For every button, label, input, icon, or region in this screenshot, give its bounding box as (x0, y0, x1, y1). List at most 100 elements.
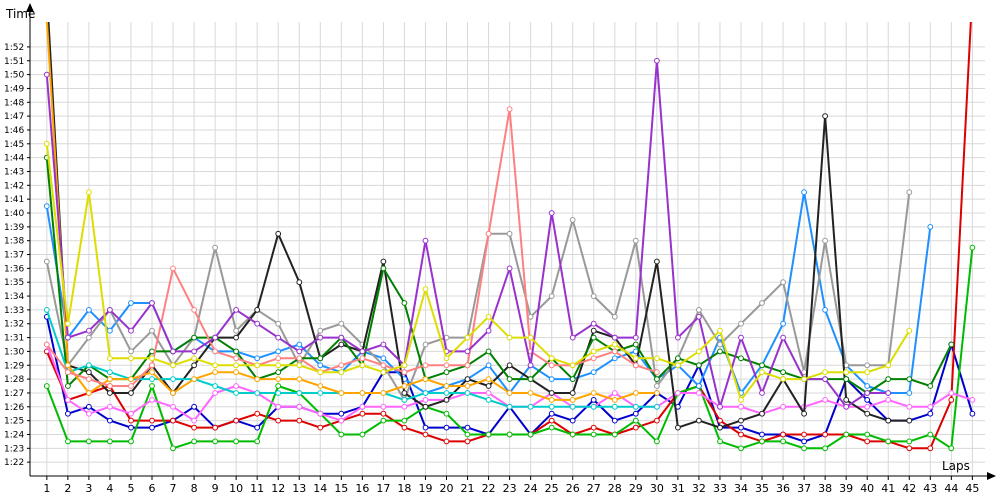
x-tick-label: 15 (334, 482, 348, 495)
data-point (590, 403, 597, 410)
data-point (317, 383, 324, 389)
data-point (632, 417, 639, 424)
data-point (149, 383, 155, 389)
data-point (275, 348, 282, 355)
data-point (485, 362, 492, 369)
data-point (906, 403, 913, 410)
data-point (170, 445, 176, 452)
data-point (443, 362, 450, 369)
data-point (590, 397, 597, 403)
data-point (296, 362, 303, 369)
series-11 (43, 106, 660, 389)
data-point (128, 348, 134, 355)
data-point (822, 369, 828, 376)
data-point (485, 397, 492, 403)
data-point (569, 334, 576, 341)
x-tick-label: 31 (671, 482, 685, 495)
data-point (191, 403, 198, 410)
data-point (632, 341, 639, 348)
data-point (548, 362, 555, 369)
data-point (717, 417, 723, 424)
y-tick-label: 1:23 (4, 444, 24, 454)
data-point (254, 307, 261, 313)
data-point (485, 383, 492, 389)
data-point (233, 390, 240, 396)
axes: Time Laps (5, 3, 996, 480)
data-point (969, 244, 976, 251)
data-point (464, 383, 471, 389)
data-point (65, 383, 71, 389)
x-tick-label: 39 (839, 482, 853, 495)
data-point (654, 57, 660, 64)
x-tick-label: 13 (292, 482, 306, 495)
x-tick-label: 21 (461, 482, 475, 495)
data-point (506, 106, 513, 113)
series-line (45, 192, 911, 401)
data-point (801, 438, 807, 445)
data-point (128, 327, 134, 334)
data-point (822, 237, 828, 244)
data-point (170, 403, 176, 410)
data-point (885, 397, 892, 403)
x-tick-label: 4 (106, 482, 113, 495)
data-point (317, 355, 324, 362)
data-point (443, 438, 450, 445)
data-point (801, 189, 807, 196)
data-point (548, 376, 555, 383)
data-point (46, 22, 48, 23)
data-point (65, 320, 71, 327)
data-point (780, 320, 786, 327)
data-point (485, 376, 492, 383)
data-point (443, 369, 450, 376)
data-point (822, 431, 828, 438)
data-point (107, 390, 113, 396)
data-point (548, 390, 555, 396)
data-point (611, 341, 618, 348)
data-point (738, 403, 744, 410)
data-point (401, 362, 408, 369)
y-tick-label: 1:37 (4, 251, 24, 261)
data-point (275, 376, 282, 383)
data-point (191, 307, 198, 313)
data-point (590, 327, 597, 334)
y-tick-label: 1:36 (4, 264, 24, 274)
x-tick-label: 2 (64, 482, 71, 495)
data-point (632, 390, 639, 396)
series-13 (43, 140, 913, 403)
data-point (590, 348, 597, 355)
y-tick-label: 1:48 (4, 98, 24, 108)
data-point (317, 410, 324, 417)
data-point (464, 424, 471, 431)
data-point (801, 431, 807, 438)
data-point (717, 348, 723, 355)
data-point (675, 390, 681, 396)
data-point (864, 397, 871, 403)
data-point (527, 403, 534, 410)
x-tick-label: 5 (127, 482, 134, 495)
data-point (717, 327, 723, 334)
data-point (569, 397, 576, 403)
data-point (296, 376, 303, 383)
data-point (254, 410, 261, 417)
y-tick-label: 1:29 (4, 361, 24, 371)
data-point (590, 390, 597, 396)
y-tick-label: 1:27 (4, 389, 24, 399)
data-point (906, 417, 913, 424)
data-point (864, 410, 871, 417)
data-point (380, 355, 387, 362)
data-point (128, 383, 134, 389)
y-tick-label: 1:50 (4, 71, 24, 81)
data-point (359, 410, 366, 417)
data-point (401, 417, 408, 424)
data-point (696, 348, 702, 355)
y-tick-label: 1:45 (4, 140, 24, 150)
data-point (464, 362, 471, 369)
data-point (338, 431, 345, 438)
data-point (611, 431, 618, 438)
x-tick-label: 9 (212, 482, 219, 495)
data-point (317, 369, 324, 376)
data-point (485, 327, 492, 334)
data-point (233, 417, 240, 424)
data-point (927, 403, 934, 410)
